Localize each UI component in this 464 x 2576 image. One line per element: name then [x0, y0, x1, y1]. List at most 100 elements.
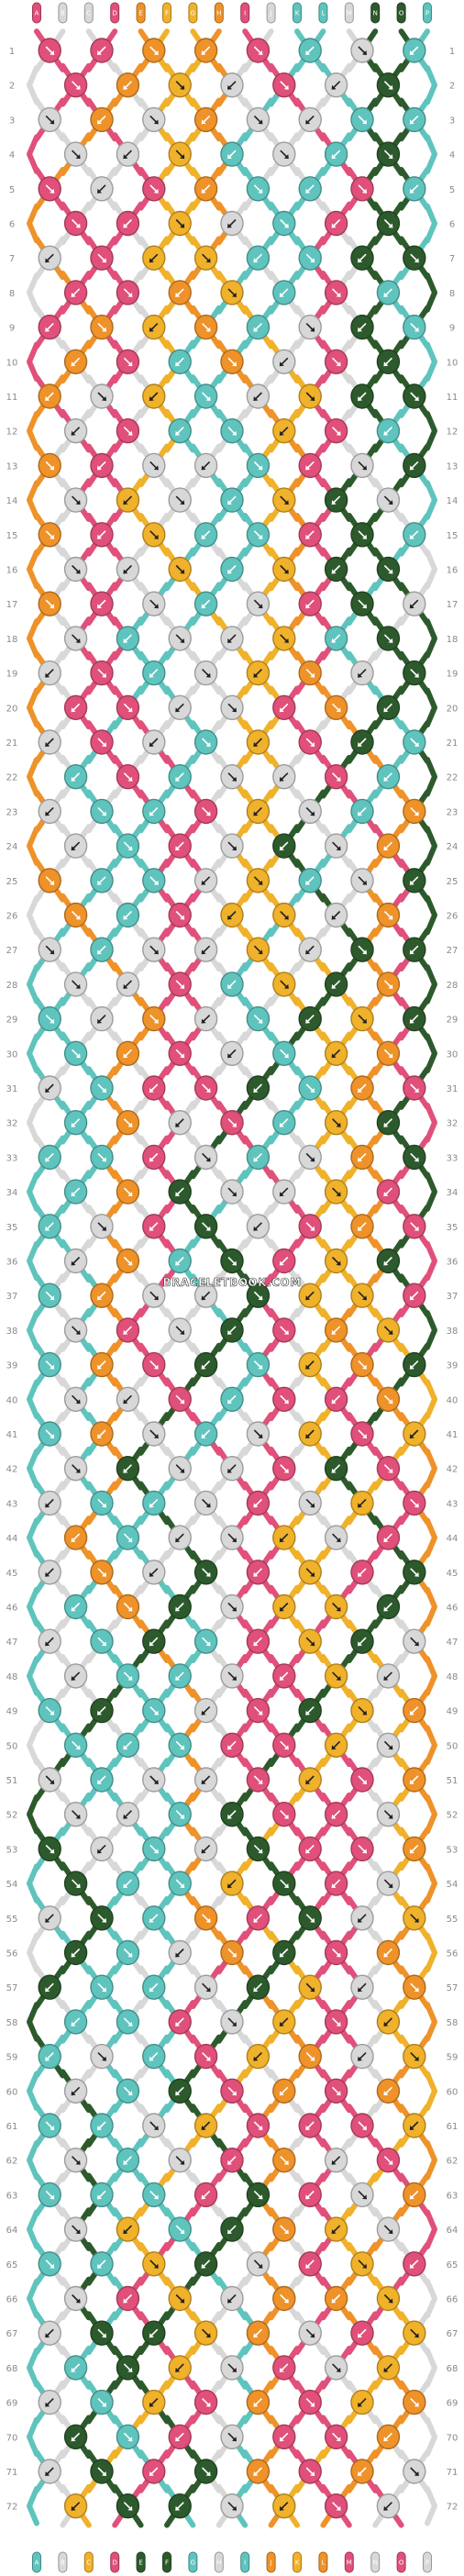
knot-arrow-icon	[123, 1879, 132, 1889]
knot-arrow-icon	[409, 2190, 419, 2200]
knot-arrow-icon	[305, 1637, 315, 1647]
knot-arrow-icon	[331, 2225, 341, 2235]
string-end-letter: D	[113, 2559, 117, 2567]
knot-arrow-icon	[383, 218, 393, 228]
knot-arrow-icon	[305, 1360, 315, 1370]
knot-arrow-icon	[201, 2260, 211, 2269]
row-number-left: 46	[6, 1604, 18, 1614]
knot-arrow-icon	[175, 427, 184, 436]
knot-arrow-icon	[410, 1222, 419, 1231]
knot-arrow-icon	[227, 910, 237, 920]
knot-arrow-icon	[123, 2363, 133, 2372]
knot-arrow-icon	[175, 81, 185, 90]
knot-arrow-icon	[175, 2293, 185, 2304]
knot-arrow-icon	[201, 1706, 211, 1715]
knot-arrow-icon	[305, 1291, 315, 1301]
knot-arrow-icon	[71, 1187, 81, 1197]
knot-arrow-icon	[123, 1187, 133, 1197]
knot-arrow-icon	[253, 2260, 263, 2269]
knot-arrow-icon	[227, 495, 237, 505]
knot-arrow-icon	[358, 1844, 367, 1854]
knot-arrow-icon	[123, 357, 133, 367]
edge-thread-segment	[27, 2416, 39, 2458]
knot-arrow-icon	[97, 46, 106, 55]
knot-arrow-icon	[45, 1914, 54, 1923]
row-number-left: 60	[6, 2087, 18, 2097]
row-number-right: 11	[447, 393, 458, 403]
knot-arrow-icon	[97, 599, 106, 609]
knot-arrow-icon	[383, 1326, 393, 1335]
knot-arrow-icon	[227, 1879, 237, 1889]
knot-arrow-icon	[383, 2017, 392, 2026]
knot-arrow-icon	[71, 772, 81, 782]
knot-arrow-icon	[332, 427, 341, 436]
edge-thread-segment	[425, 1379, 437, 1420]
knot-arrow-icon	[280, 1464, 289, 1473]
knot-arrow-icon	[123, 2293, 132, 2304]
knot-arrow-icon	[358, 392, 367, 401]
knot-arrow-icon	[358, 1914, 367, 1923]
string-start-letter: E	[138, 10, 142, 17]
knot-arrow-icon	[358, 323, 367, 332]
row-number-left: 16	[6, 566, 18, 576]
row-number-left: 8	[9, 289, 15, 299]
knot-arrow-icon	[280, 1879, 289, 1889]
knot-arrow-icon	[383, 357, 392, 367]
knot-arrow-icon	[305, 738, 315, 747]
knot-arrow-icon	[331, 980, 341, 989]
edge-thread-segment	[425, 1240, 437, 1282]
row-number-left: 66	[6, 2295, 18, 2305]
knot-arrow-icon	[149, 1291, 159, 1301]
knot-arrow-icon	[97, 1152, 106, 1162]
knot-arrow-icon	[280, 81, 289, 90]
row-number-left: 6	[9, 220, 15, 230]
knot-arrow-icon	[202, 253, 211, 263]
row-number-left: 35	[6, 1223, 18, 1233]
knot-arrow-icon	[280, 2293, 289, 2304]
string-end-tab	[423, 2551, 432, 2573]
knot-arrow-icon	[253, 115, 263, 125]
row-number-right: 7	[449, 254, 455, 264]
knot-arrow-icon	[175, 841, 184, 851]
knot-arrow-icon	[201, 184, 211, 194]
string-start-letter: B	[61, 10, 65, 17]
knot-arrow-icon	[383, 1671, 392, 1681]
knot-arrow-icon	[227, 1740, 237, 1750]
knot-arrow-icon	[149, 2398, 159, 2407]
knot-arrow-icon	[72, 2225, 81, 2235]
knot-arrow-icon	[358, 669, 367, 678]
knot-arrow-icon	[123, 150, 132, 160]
knot-arrow-icon	[45, 738, 54, 747]
knot-arrow-icon	[175, 288, 184, 297]
knot-arrow-icon	[358, 1637, 367, 1647]
knot-arrow-icon	[97, 2121, 106, 2130]
knot-arrow-icon	[175, 1464, 185, 1473]
row-number-left: 54	[6, 1880, 18, 1890]
knot-arrow-icon	[202, 1222, 211, 1231]
knot-arrow-icon	[280, 2225, 289, 2235]
knot-arrow-icon	[123, 2225, 132, 2235]
knot-arrow-icon	[45, 253, 54, 263]
knot-arrow-icon	[305, 323, 315, 332]
knot-arrow-icon	[383, 841, 392, 851]
knot-arrow-icon	[409, 530, 419, 539]
string-end-tab	[110, 2551, 120, 2573]
row-number-left: 1	[9, 47, 15, 57]
knot-arrow-icon	[227, 703, 237, 713]
knot-arrow-icon	[149, 1498, 159, 1508]
string-start-tab	[370, 2, 381, 24]
edge-thread-segment	[425, 1793, 437, 1835]
knot-arrow-icon	[72, 1740, 81, 1750]
row-number-left: 32	[6, 1119, 18, 1129]
knot-arrow-icon	[227, 2017, 237, 2026]
string-start-tab	[58, 2, 68, 24]
knot-arrow-icon	[175, 1394, 185, 1405]
knot-arrow-icon	[331, 81, 341, 90]
knot-arrow-icon	[149, 1637, 159, 1647]
knot-arrow-icon	[149, 2467, 159, 2476]
knot-arrow-icon	[358, 1775, 367, 1784]
knot-arrow-icon	[97, 1083, 106, 1093]
knot-arrow-icon	[332, 2502, 341, 2511]
knot-arrow-icon	[253, 2467, 262, 2476]
